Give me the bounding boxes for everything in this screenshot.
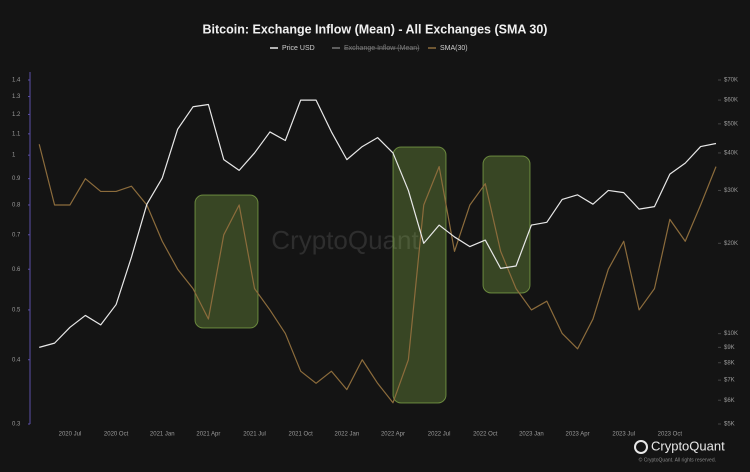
y2-tick-label: $70K (724, 78, 738, 84)
x-tick-label: 2023 Jan (519, 432, 544, 438)
logo-icon (634, 440, 648, 454)
chart-title: Bitcoin: Exchange Inflow (Mean) - All Ex… (203, 22, 548, 36)
y2-tick-label: $8K (724, 360, 735, 366)
y-tick-label: 1.2 (12, 112, 21, 118)
x-tick-label: 2023 Oct (658, 432, 683, 438)
y2-tick-label: $30K (724, 188, 738, 194)
x-tick-label: 2021 Oct (289, 432, 314, 438)
legend-label: Price USD (282, 45, 315, 52)
brand: CryptoQuant (651, 438, 725, 453)
y-tick-label: 1.4 (12, 78, 21, 84)
watermark: CryptoQuant (271, 225, 419, 255)
y-tick-label: 1 (12, 153, 16, 159)
y2-tick-label: $60K (724, 98, 738, 104)
y2-tick-label: $40K (724, 151, 738, 157)
x-tick-label: 2020 Jul (59, 432, 82, 438)
x-tick-label: 2022 Oct (473, 432, 498, 438)
x-tick-label: 2022 Apr (381, 432, 405, 438)
copyright: © CryptoQuant. All rights reserved. (639, 456, 716, 463)
series-line (38, 144, 717, 404)
highlight-box (194, 194, 259, 329)
y-tick-label: 0.4 (12, 357, 21, 363)
legend-label: Exchange Inflow (Mean) (344, 45, 419, 52)
x-tick-label: 2023 Apr (566, 432, 590, 438)
y2-tick-label: $9K (724, 345, 735, 351)
y2-tick-label: $50K (724, 121, 738, 127)
y-tick-label: 0.6 (12, 267, 21, 273)
y2-tick-label: $20K (724, 241, 738, 247)
y2-tick-label: $10K (724, 331, 738, 337)
x-tick-label: 2021 Jan (150, 432, 175, 438)
highlight-box (392, 146, 447, 404)
y-tick-label: 1.1 (12, 131, 21, 137)
x-tick-label: 2020 Oct (104, 432, 129, 438)
x-tick-label: 2022 Jan (334, 432, 359, 438)
y-tick-label: 0.3 (12, 422, 21, 428)
x-tick-label: 2023 Jul (612, 432, 635, 438)
highlight-box (482, 155, 531, 294)
legend-label: SMA(30) (440, 45, 468, 52)
y-tick-label: 1.3 (12, 94, 21, 100)
x-tick-label: 2021 Apr (196, 432, 220, 438)
y2-tick-label: $5K (724, 422, 735, 428)
x-tick-label: 2021 Jul (243, 432, 266, 438)
series-line (39, 99, 717, 348)
y-tick-label: 0.7 (12, 232, 21, 238)
x-tick-label: 2022 Jul (428, 432, 451, 438)
y-tick-label: 0.9 (12, 176, 21, 182)
y2-tick-label: $6K (724, 398, 735, 404)
y-tick-label: 0.5 (12, 308, 21, 314)
y-tick-label: 0.8 (12, 203, 21, 209)
y2-tick-label: $7K (724, 378, 735, 384)
